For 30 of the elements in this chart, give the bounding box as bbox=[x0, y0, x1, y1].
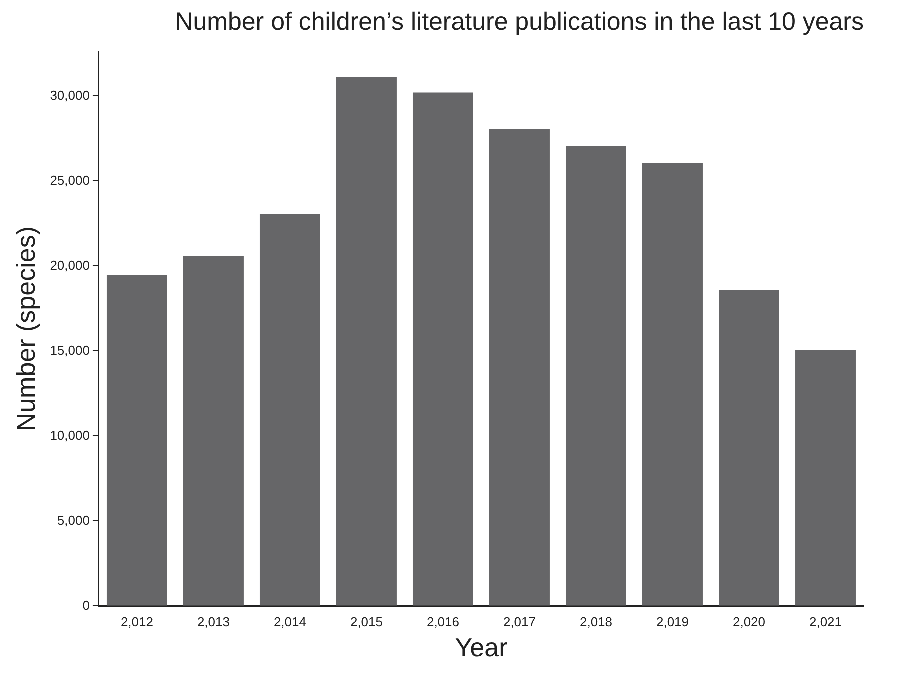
bar bbox=[106, 276, 168, 606]
y-tick-label: 30,000 bbox=[50, 88, 90, 103]
y-tick-label: 10,000 bbox=[50, 428, 90, 443]
x-tick-label: 2,012 bbox=[120, 614, 154, 630]
x-tick-label: 2,018 bbox=[580, 614, 613, 630]
bar bbox=[642, 163, 703, 606]
y-tick-label: 15,000 bbox=[50, 342, 90, 358]
y-tick-label: 0 bbox=[82, 598, 90, 613]
y-axis-title: Number (species) bbox=[10, 226, 41, 432]
x-axis-title: Year bbox=[455, 632, 508, 663]
bar bbox=[566, 146, 626, 606]
x-tick-label: 2,017 bbox=[503, 614, 536, 630]
bar bbox=[719, 290, 780, 606]
x-tick-label: 2,021 bbox=[809, 614, 842, 630]
bar bbox=[412, 92, 474, 606]
bar bbox=[183, 256, 244, 606]
x-tick-label: 2,016 bbox=[426, 614, 460, 630]
x-tick-label: 2,014 bbox=[274, 614, 306, 630]
x-tick-label: 2,020 bbox=[732, 614, 766, 630]
y-tick-label: 25,000 bbox=[50, 172, 90, 188]
y-tick-label: 20,000 bbox=[50, 258, 90, 273]
chart-title: Number of children’s literature publications in the last 10 years bbox=[175, 8, 864, 36]
bar bbox=[336, 78, 397, 606]
bar bbox=[260, 214, 320, 606]
y-tick-label: 5,000 bbox=[57, 512, 90, 528]
x-tick-label: 2,013 bbox=[197, 614, 230, 630]
x-tick-label: 2,015 bbox=[350, 614, 383, 630]
bar bbox=[489, 129, 550, 606]
bar bbox=[796, 350, 856, 606]
x-tick-label: 2,019 bbox=[656, 614, 690, 630]
